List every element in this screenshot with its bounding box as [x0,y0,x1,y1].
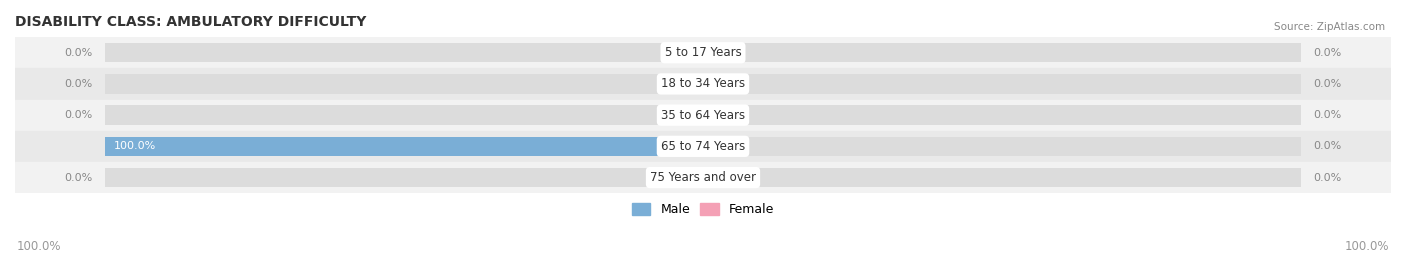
Legend: Male, Female: Male, Female [627,198,779,221]
Text: 18 to 34 Years: 18 to 34 Years [661,77,745,90]
Text: 5 to 17 Years: 5 to 17 Years [665,46,741,59]
Text: 0.0%: 0.0% [1313,48,1341,58]
Bar [703,137,1302,156]
Bar [104,137,703,156]
Bar [703,168,1302,187]
Bar [15,100,1391,131]
Bar [703,105,1302,125]
Bar [104,137,703,156]
Text: 0.0%: 0.0% [65,79,93,89]
Bar [104,74,703,94]
Bar [15,68,1391,100]
Text: 100.0%: 100.0% [17,240,62,253]
Text: Source: ZipAtlas.com: Source: ZipAtlas.com [1274,22,1385,31]
Text: 75 Years and over: 75 Years and over [650,171,756,184]
Bar [703,74,1302,94]
Text: 100.0%: 100.0% [114,141,156,151]
Bar [15,162,1391,193]
Text: 0.0%: 0.0% [65,48,93,58]
Text: 0.0%: 0.0% [1313,110,1341,120]
Text: 65 to 74 Years: 65 to 74 Years [661,140,745,153]
Bar [104,43,703,62]
Bar [15,37,1391,68]
Text: 0.0%: 0.0% [65,172,93,183]
Bar [15,131,1391,162]
Text: 0.0%: 0.0% [1313,141,1341,151]
Bar [104,168,703,187]
Text: 0.0%: 0.0% [1313,172,1341,183]
Text: 0.0%: 0.0% [1313,79,1341,89]
Text: DISABILITY CLASS: AMBULATORY DIFFICULTY: DISABILITY CLASS: AMBULATORY DIFFICULTY [15,15,367,29]
Bar [703,43,1302,62]
Bar [104,105,703,125]
Text: 100.0%: 100.0% [1344,240,1389,253]
Text: 35 to 64 Years: 35 to 64 Years [661,109,745,122]
Text: 0.0%: 0.0% [65,110,93,120]
